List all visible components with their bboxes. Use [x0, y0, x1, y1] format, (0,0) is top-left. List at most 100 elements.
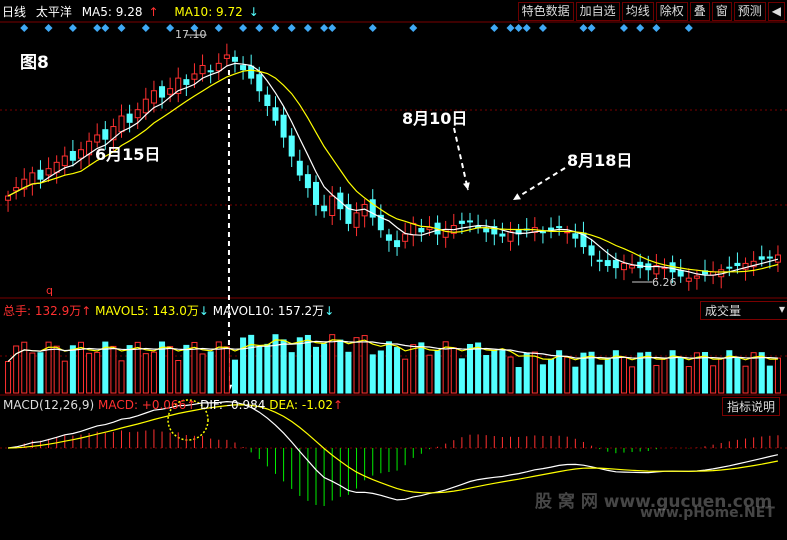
candle-body: [466, 220, 474, 223]
signal-diamond: [44, 24, 53, 32]
volume-bar: [21, 341, 28, 394]
volume-bar: [37, 352, 44, 394]
volume-bar: [167, 346, 174, 394]
volume-bar: [353, 337, 360, 394]
volume-bar: [45, 341, 52, 394]
candle-body: [45, 168, 52, 176]
mavol5-arrow-icon: ↓: [198, 304, 209, 318]
candle-body: [118, 115, 125, 133]
volume-bar: [345, 351, 352, 394]
mavol10-label: MAVOL10: 157.2万: [212, 304, 325, 318]
candle-body: [750, 260, 757, 268]
candle-body: [248, 65, 255, 79]
signal-diamond: [303, 24, 312, 32]
volume-bar: [434, 350, 441, 394]
volume-bar: [596, 364, 603, 394]
signal-diamond: [68, 24, 77, 32]
volume-bar: [102, 341, 109, 394]
volume-bar: [191, 341, 198, 394]
aug10-arrow-head: [463, 182, 470, 190]
candle-body: [377, 214, 384, 231]
volume-bar: [458, 358, 465, 394]
candle-body: [29, 172, 36, 185]
volume-bar: [507, 356, 514, 394]
candle-body: [77, 149, 85, 159]
volume-bar: [734, 357, 741, 394]
volume-indicator-dropdown[interactable]: 成交量 ▾: [700, 301, 787, 320]
volume-bar: [175, 360, 182, 394]
signal-diamond: [320, 24, 329, 32]
toolbar-button-overlay[interactable]: 叠: [689, 2, 710, 21]
toolbar-button-ex-rights[interactable]: 除权: [655, 2, 688, 21]
volume-bar: [620, 357, 627, 394]
candle-body: [483, 228, 490, 233]
candle-body: [385, 234, 392, 241]
volume-bar: [110, 345, 117, 394]
mavol10-arrow-icon: ↓: [324, 304, 335, 318]
candle-body: [491, 226, 498, 235]
candle-body: [620, 262, 627, 271]
ma10-line: [7, 69, 779, 273]
signal-diamond: [271, 24, 280, 32]
volume-bar: [321, 343, 328, 394]
volume-bar: [369, 354, 376, 394]
candle-body: [134, 109, 141, 119]
candle-body: [329, 195, 336, 216]
dif-line: [8, 400, 779, 501]
volume-bar: [718, 357, 725, 394]
candle-body: [758, 256, 765, 260]
candle-body: [321, 205, 328, 212]
indicator-help-button[interactable]: 指标说明: [722, 397, 781, 416]
toolbar-button-feature-data[interactable]: 特色数据: [517, 2, 574, 21]
volume-bar: [280, 339, 287, 394]
toolbar-button-window[interactable]: 窗: [711, 2, 732, 21]
candle-body: [264, 94, 271, 106]
candle-body: [13, 187, 20, 192]
volume-bar: [637, 352, 644, 394]
volume-bar: [499, 350, 506, 394]
signal-diamond: [20, 24, 29, 32]
candle-body: [394, 240, 401, 248]
volume-bar: [312, 346, 320, 394]
annotation-aug10: 8月10日: [402, 109, 468, 128]
chevron-down-icon: ▾: [778, 302, 785, 316]
signal-diamond: [514, 24, 523, 32]
candle-body: [774, 254, 781, 263]
macd-title: MACD(12,26,9): [3, 398, 95, 412]
candle-body: [183, 79, 190, 85]
volume-bar: [629, 366, 636, 394]
volume-bar: [61, 360, 68, 394]
mavol5-label: MAVOL5: 143.0万: [95, 304, 199, 318]
volume-bar: [86, 352, 93, 394]
candle-body: [539, 231, 546, 234]
candle-body: [629, 265, 636, 269]
mavol5-line: [7, 339, 778, 362]
signal-diamond: [368, 24, 377, 32]
candle-body: [312, 181, 320, 205]
candle-body: [604, 260, 611, 267]
toolbar-button-add-watchlist[interactable]: 加自选: [575, 2, 620, 21]
toolbar-button-forecast[interactable]: 预测: [733, 2, 766, 21]
volume-bar: [418, 342, 425, 394]
period-label[interactable]: 日线: [2, 5, 27, 19]
dea-line: [8, 404, 779, 494]
volume-bar: [726, 350, 733, 394]
signal-diamond: [166, 24, 175, 32]
signal-diamond: [255, 24, 264, 32]
candle-body: [304, 174, 311, 189]
candle-body: [142, 98, 149, 114]
candle-body: [191, 73, 198, 80]
volume-bar: [677, 357, 684, 394]
volume-bar: [645, 351, 652, 394]
toolbar-button-moving-average[interactable]: 均线: [621, 2, 654, 21]
volume-bar: [394, 347, 401, 394]
q-marker: q: [46, 284, 53, 297]
back-arrow-icon[interactable]: ◀: [767, 2, 785, 21]
aug18-arrow-head: [513, 193, 521, 200]
candle-body: [588, 245, 595, 256]
dif-value-label: DIF: -0.984: [200, 398, 266, 412]
candle-body: [61, 155, 68, 167]
volume-bar: [774, 357, 781, 394]
candle-body: [207, 70, 214, 73]
